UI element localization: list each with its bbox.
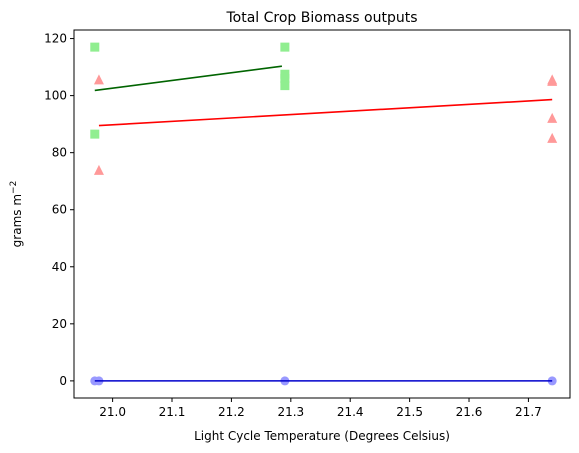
data-point-triangle bbox=[547, 75, 558, 86]
series-square bbox=[90, 42, 290, 139]
chart-title: Total Crop Biomass outputs bbox=[225, 10, 417, 26]
data-point-triangle bbox=[93, 74, 104, 85]
series-triangle bbox=[93, 74, 558, 175]
x-axis-title: Light Cycle Temperature (Degrees Celsius… bbox=[194, 429, 450, 443]
y-tick-label: 40 bbox=[52, 260, 67, 274]
data-point-square bbox=[280, 81, 290, 91]
fit-line-square bbox=[94, 65, 283, 92]
x-tick-label: 21.2 bbox=[218, 405, 245, 419]
x-tick-label: 21.1 bbox=[159, 405, 186, 419]
y-tick-label: 0 bbox=[59, 374, 67, 388]
y-tick-label: 120 bbox=[44, 32, 67, 46]
x-tick-label: 21.3 bbox=[277, 405, 304, 419]
y-axis-title-main: grams m bbox=[10, 194, 24, 247]
data-point-square bbox=[90, 129, 100, 139]
data-point-triangle bbox=[547, 112, 558, 123]
x-tick-label: 21.0 bbox=[99, 405, 126, 419]
x-axis: 21.0 21.1 21.2 21.3 21.4 21.5 21.6 21.7 bbox=[99, 398, 542, 419]
x-tick-label: 21.7 bbox=[515, 405, 542, 419]
x-tick-label: 21.6 bbox=[456, 405, 483, 419]
x-tick-label: 21.5 bbox=[396, 405, 423, 419]
data-point-triangle bbox=[93, 164, 104, 175]
data-point-square bbox=[280, 42, 290, 52]
x-tick-label: 21.4 bbox=[337, 405, 364, 419]
data-point-triangle bbox=[547, 132, 558, 143]
y-tick-label: 20 bbox=[52, 317, 67, 331]
fit-line-triangle bbox=[98, 98, 553, 127]
y-tick-label: 60 bbox=[52, 203, 67, 217]
plot-area bbox=[90, 42, 558, 386]
y-axis-title-superscript: −2 bbox=[9, 181, 19, 194]
y-axis-title: grams m−2 bbox=[9, 181, 24, 248]
plot-frame bbox=[73, 29, 571, 399]
y-tick-label: 80 bbox=[52, 146, 67, 160]
y-tick-label: 100 bbox=[44, 89, 67, 103]
data-point-square bbox=[90, 42, 100, 52]
y-axis: 0 20 40 60 80 100 120 bbox=[44, 32, 74, 388]
data-point-square bbox=[280, 73, 290, 83]
